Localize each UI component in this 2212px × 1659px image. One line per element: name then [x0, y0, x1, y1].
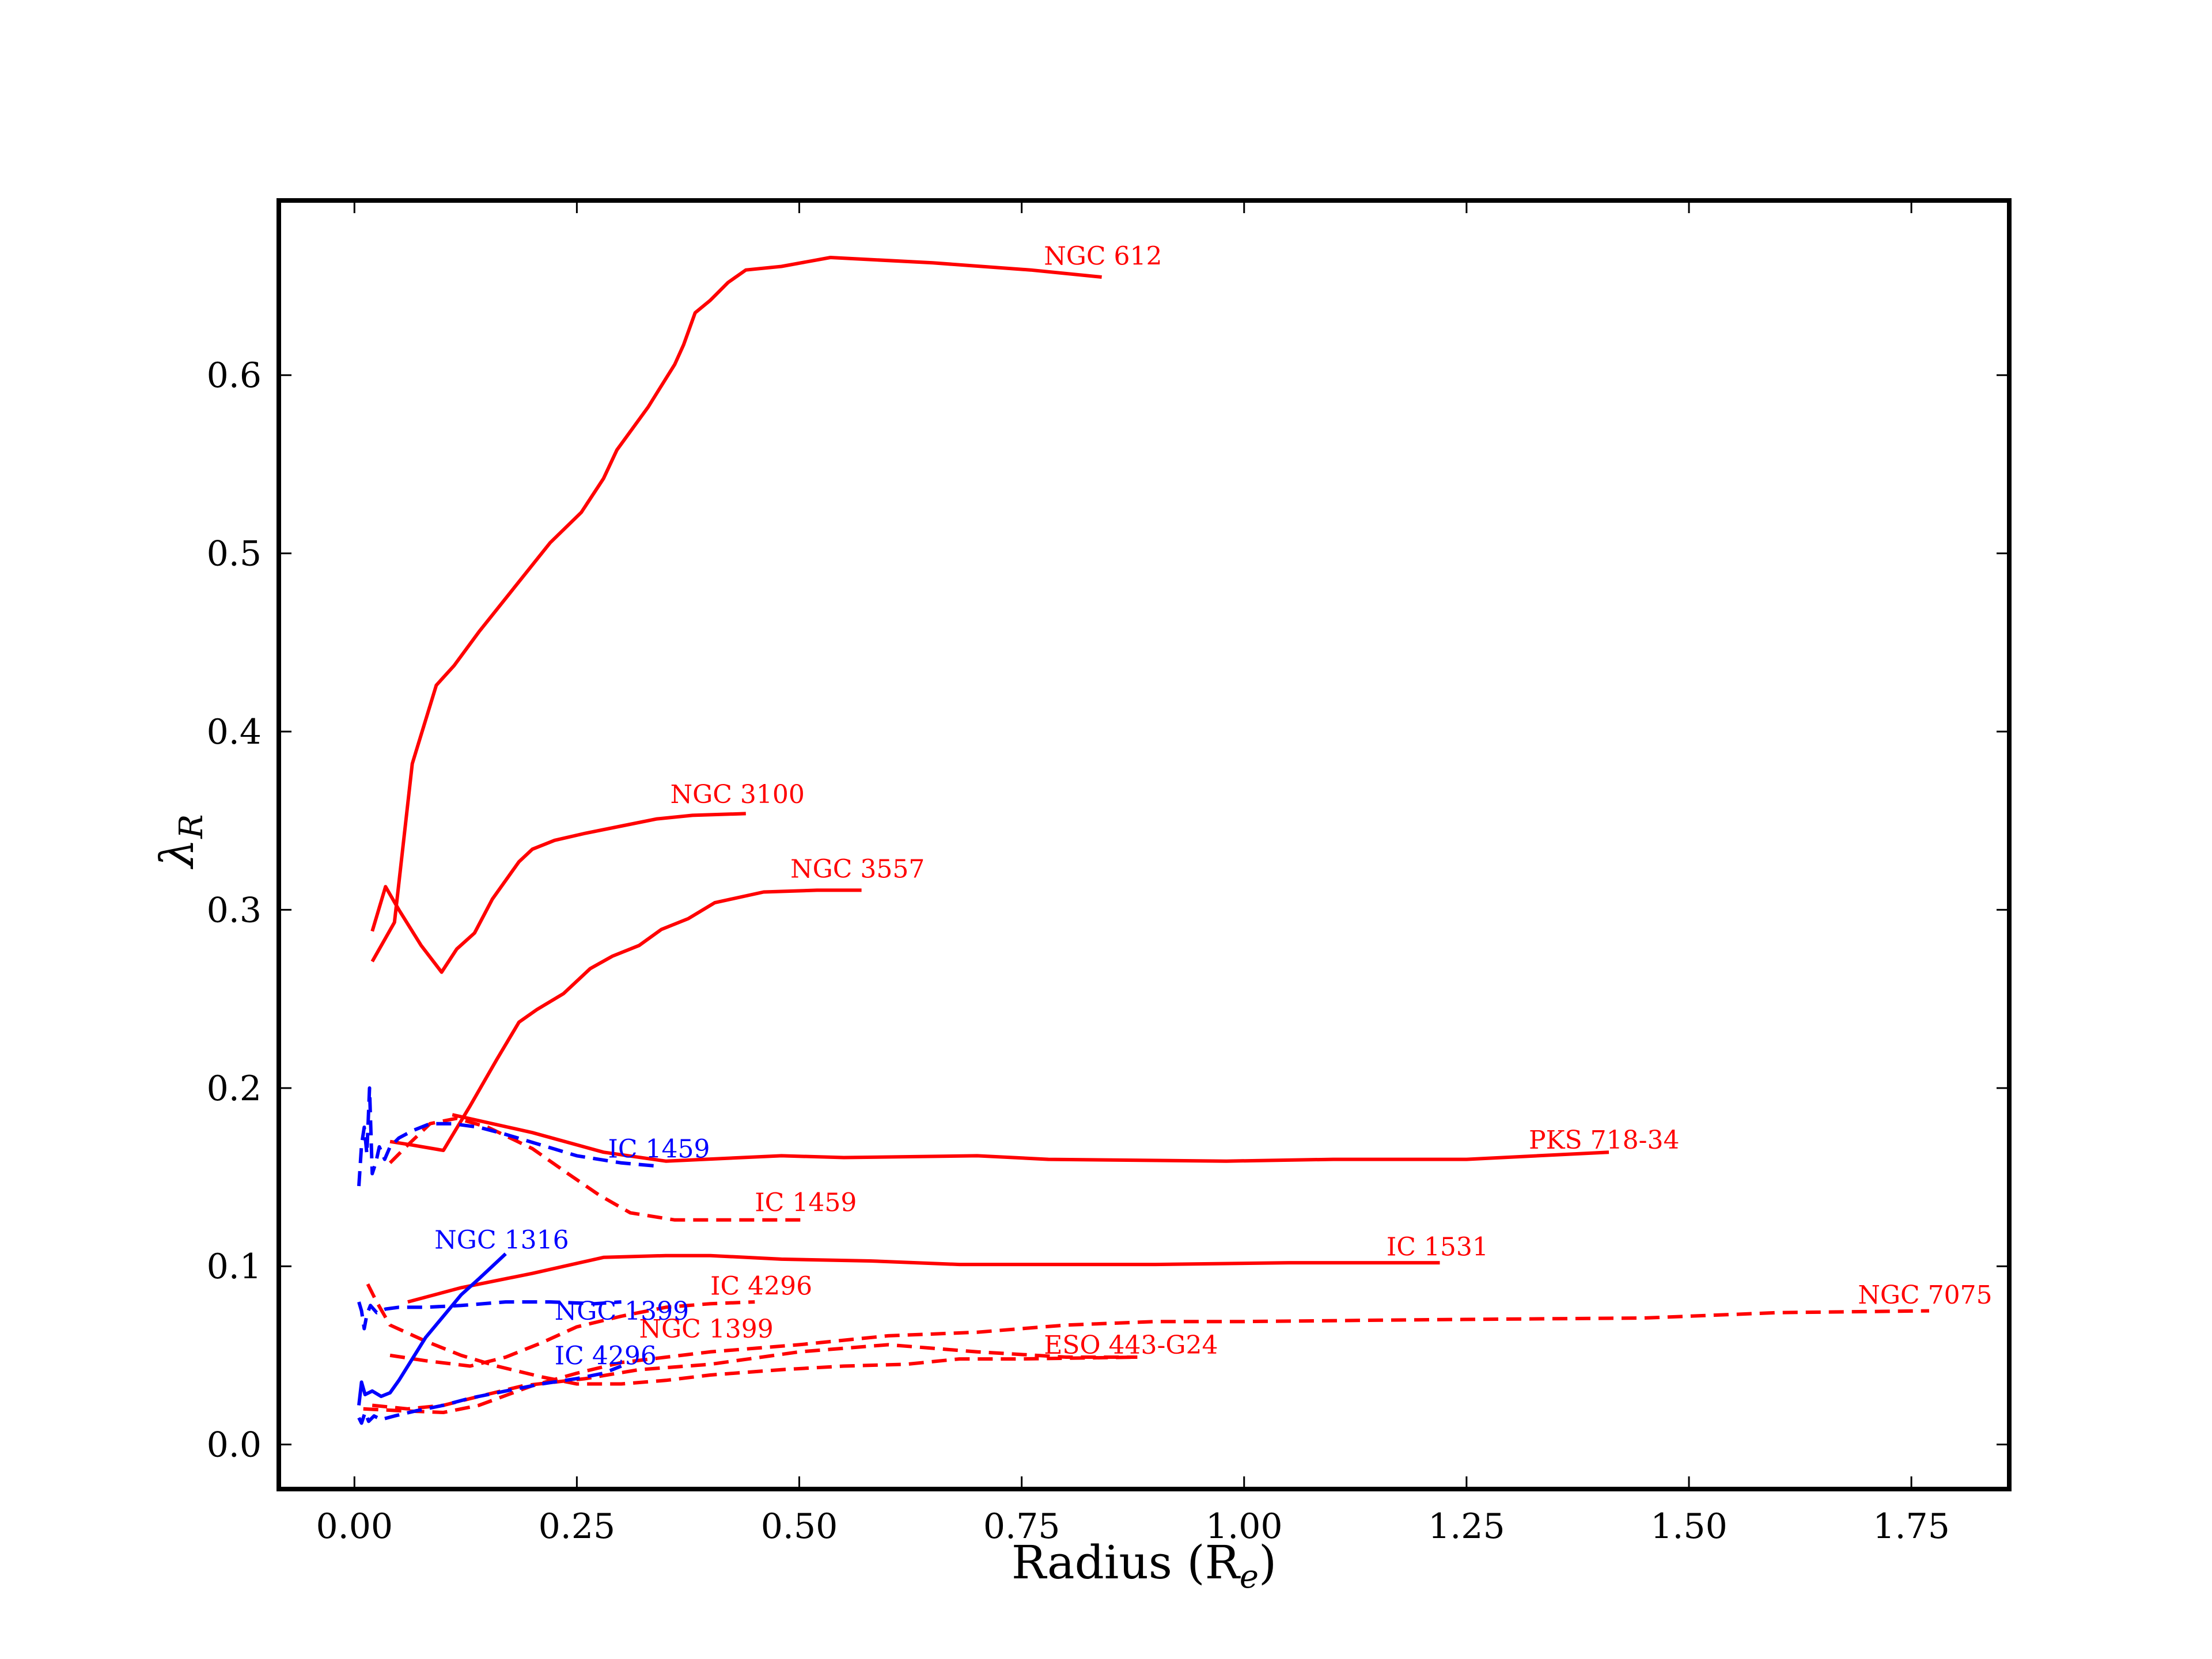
- series-label-ic-4296-red: IC 4296: [710, 1272, 812, 1301]
- x-axis-title-subscript: e: [1240, 1558, 1259, 1596]
- y-axis-title-main: λ: [150, 839, 204, 870]
- y-tick-label: 0.5: [207, 534, 262, 574]
- x-tick-label: 1.25: [1428, 1506, 1505, 1547]
- series-line-ic-1531-red: [407, 1253, 1440, 1304]
- x-tick-label: 0.00: [316, 1506, 393, 1547]
- series-line-ngc-612-red: [370, 256, 1102, 963]
- series-line-ic-1459-blue: [357, 1086, 662, 1187]
- x-tick-label: 0.50: [761, 1506, 838, 1547]
- series-label-ic-1459-blue: IC 1459: [608, 1135, 710, 1164]
- series-label-layer: NGC 612 NGC 3100 NGC 3557 PKS 718-34 IC 1459…: [434, 241, 1992, 1370]
- series-label-ngc-1316-blue: NGC 1316: [434, 1225, 569, 1255]
- y-tick-label: 0.1: [207, 1247, 262, 1287]
- series-line-ngc-7075-red: [363, 1309, 1930, 1414]
- series-line-ngc-3100-red: [370, 812, 746, 974]
- series-line-ngc-1399-blue: [357, 1300, 622, 1331]
- y-tick-label: 0.3: [207, 890, 262, 930]
- series-line-pks-718-34-red: [452, 1113, 1609, 1163]
- series-label-ic-1459-red: IC 1459: [755, 1188, 857, 1217]
- x-axis-title-close: ): [1259, 1536, 1277, 1589]
- series-label-ic-1531-red: IC 1531: [1387, 1233, 1488, 1262]
- tick-layer: 0.00 0.25 0.50 0.75 1.00 1.25 1.50 1.75 0.0 0.1 0.…: [207, 200, 2009, 1547]
- series-line-ic-4296-red: [366, 1283, 1138, 1386]
- y-axis-title-subscript: R: [173, 815, 210, 839]
- y-axis-title: λR: [150, 815, 210, 870]
- y-tick-label: 0.2: [207, 1069, 262, 1109]
- series-line-ngc-3557-red: [389, 888, 862, 1153]
- y-tick-label: 0.6: [207, 355, 262, 396]
- plot-frame: [276, 198, 2012, 1491]
- series-label-ngc-7075-red: NGC 7075: [1858, 1281, 1992, 1310]
- x-axis-title: Radius (Re): [1012, 1536, 1277, 1596]
- x-tick-label: 1.00: [1206, 1506, 1283, 1547]
- series-layer: [357, 256, 1930, 1425]
- series-label-ngc-1399-blue: NGC 1399: [555, 1297, 689, 1326]
- series-line-ngc-1399-red: [389, 1300, 755, 1368]
- y-tick-label: 0.0: [207, 1425, 262, 1465]
- series-label-ngc-3100-red: NGC 3100: [671, 780, 805, 809]
- series-line-ngc-1316-blue: [357, 1252, 507, 1406]
- series-label-ngc-1399-red: NGC 1399: [639, 1315, 774, 1344]
- x-tick-label: 1.50: [1650, 1506, 1728, 1547]
- series-line-ic-1459-red: [388, 1116, 808, 1222]
- series-label-eso-443-g24-red: ESO 443-G24: [1044, 1331, 1218, 1360]
- series-label-pks-718-34-red: PKS 718-34: [1529, 1126, 1679, 1155]
- series-label-ngc-612-red: NGC 612: [1044, 241, 1162, 271]
- x-tick-label: 0.25: [539, 1506, 616, 1547]
- series-label-ngc-3557-red: NGC 3557: [790, 855, 925, 884]
- x-tick-label: 1.75: [1873, 1506, 1950, 1547]
- y-tick-label: 0.4: [207, 712, 262, 752]
- series-label-ic-4296-blue: IC 4296: [555, 1341, 657, 1370]
- x-tick-label: 0.75: [983, 1506, 1060, 1547]
- x-axis-title-main: Radius (R: [1012, 1536, 1241, 1589]
- series-line-ic-4296-blue: [357, 1364, 622, 1425]
